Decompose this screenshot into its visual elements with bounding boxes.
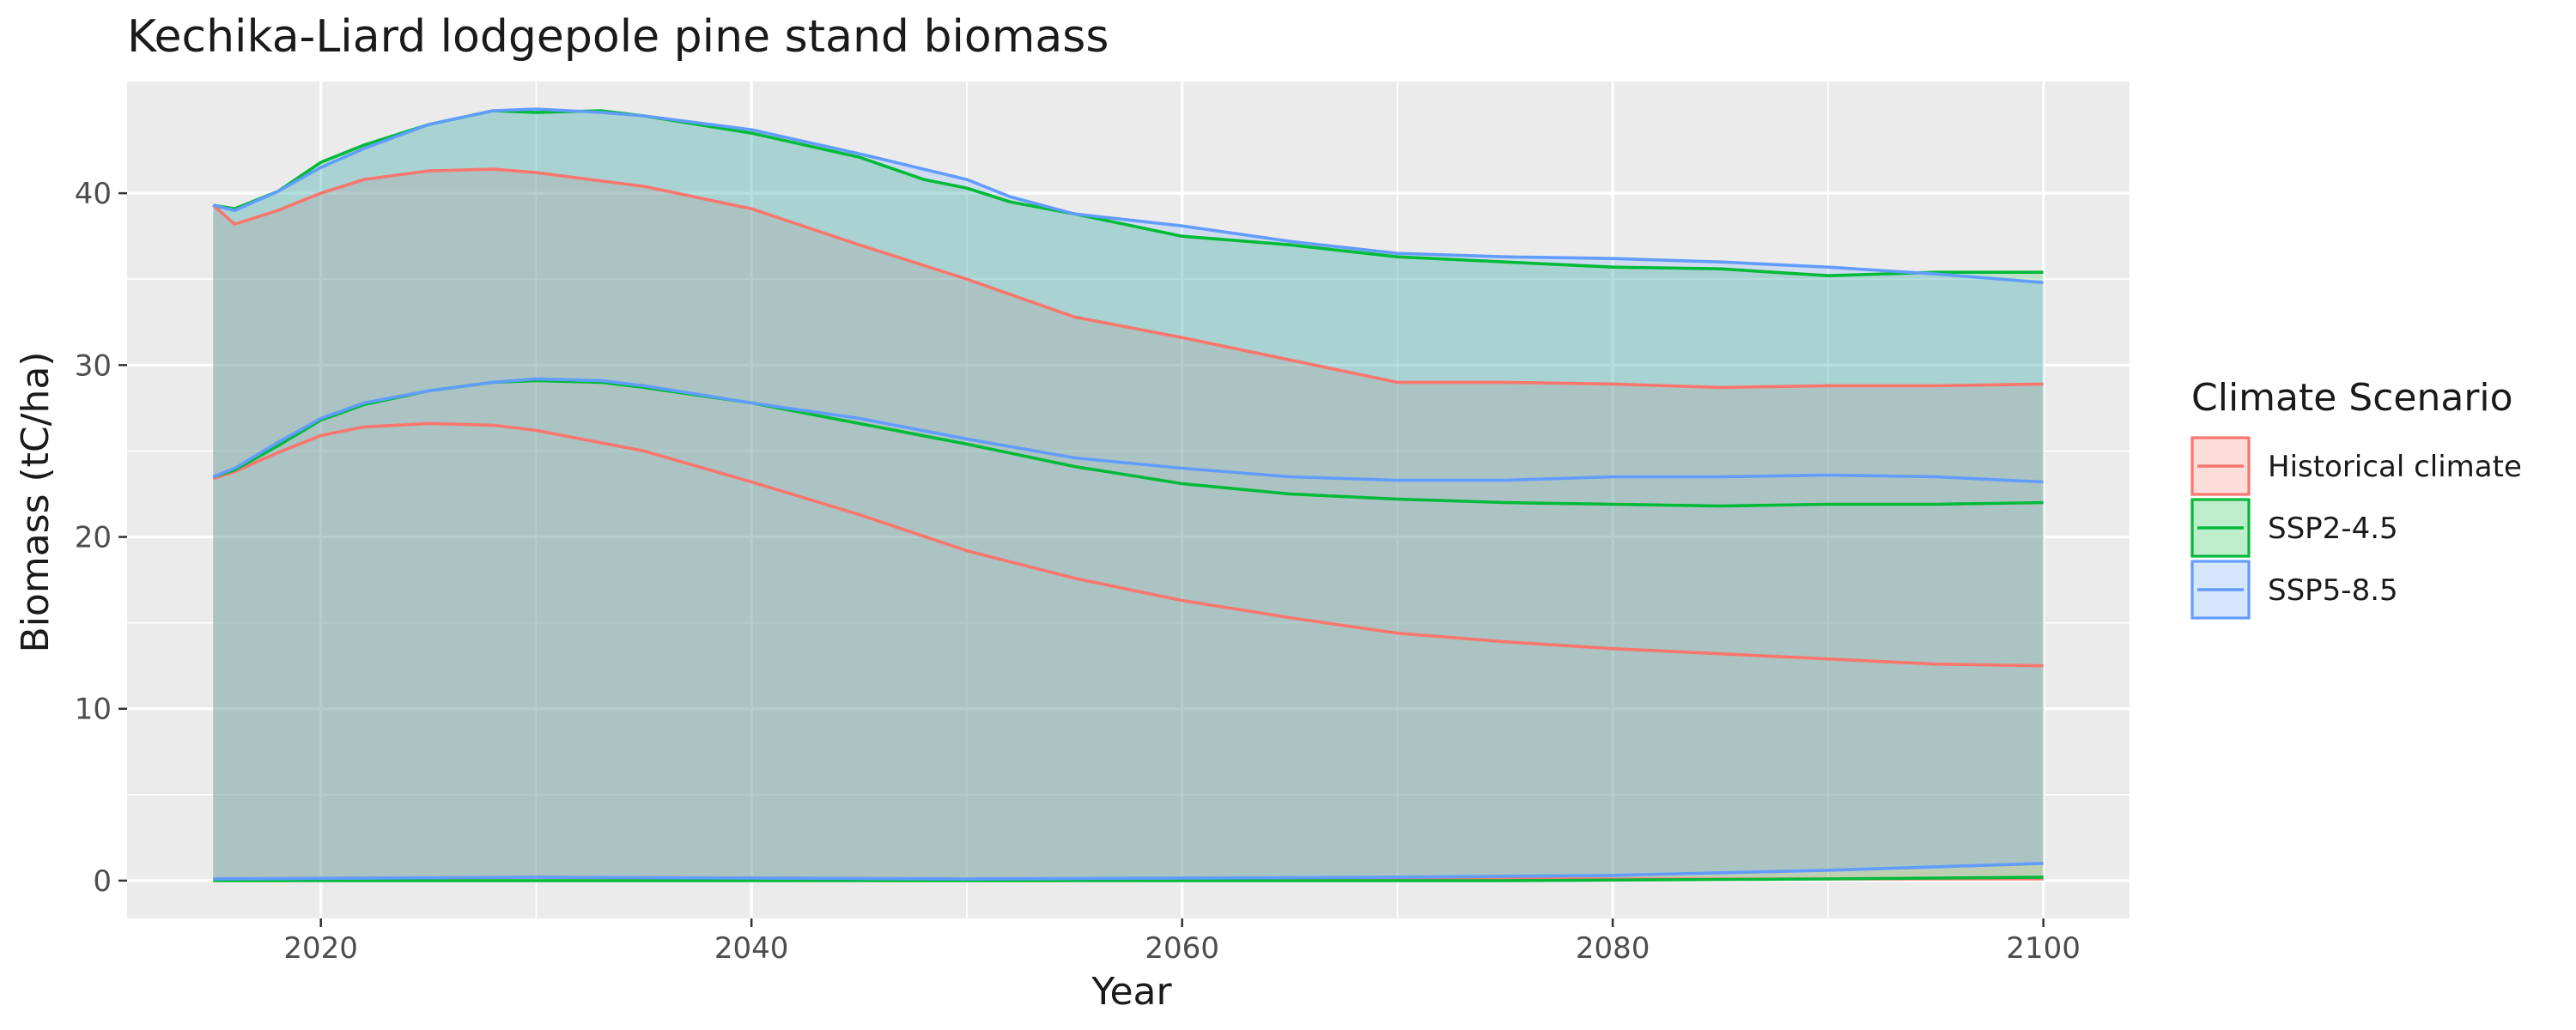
legend: Climate Scenario Historical climate SSP2-… <box>2190 376 2522 620</box>
x-tick-label: 2100 <box>2006 931 2081 966</box>
x-tick-label: 2040 <box>714 931 789 966</box>
x-tick-label: 2060 <box>1145 931 1219 966</box>
y-tick-label: 20 <box>75 521 112 555</box>
y-axis-title: Biomass (tC/ha) <box>14 352 58 653</box>
chart-title: Kechika-Liard lodgepole pine stand bioma… <box>127 11 1109 63</box>
historical-climate-mean-line <box>212 421 2044 668</box>
ribbon-layer <box>213 109 2044 881</box>
legend-title: Climate Scenario <box>2191 376 2513 420</box>
x-tick-label: 2020 <box>283 931 358 966</box>
ssp5-8-5-ribbon <box>213 109 2044 879</box>
y-tick-label: 40 <box>75 177 112 211</box>
ssp5-8-5-upper-line <box>212 107 2044 284</box>
y-tick-label: 10 <box>75 693 112 727</box>
historical-climate-upper-line <box>212 167 2044 390</box>
legend-item-ssp5-8-5: SSP5-8.5 <box>2190 560 2398 620</box>
line-layer <box>212 107 2044 882</box>
ssp5-8-5-lower-line <box>213 862 2044 881</box>
x-tick-label: 2080 <box>1576 931 1650 966</box>
legend-label-ssp5-8-5: SSP5-8.5 <box>2268 573 2398 608</box>
ssp5-8-5-mean-line <box>212 377 2044 484</box>
x-axis-title: Year <box>1091 970 1172 1014</box>
legend-label-historical-climate: Historical climate <box>2268 450 2522 484</box>
ssp2-4-5-lower-line <box>213 876 2044 882</box>
ssp2-4-5-ribbon <box>213 111 2044 881</box>
ssp2-4-5-mean-line <box>212 379 2044 508</box>
legend-items: Historical climate SSP2-4.5 SSP5-8.5 <box>2190 436 2522 620</box>
legend-item-historical-climate: Historical climate <box>2190 436 2522 496</box>
y-tick-label: 0 <box>93 864 112 899</box>
y-axis: 0 10 20 30 40 <box>75 177 127 899</box>
x-axis: 2020 2040 2060 2080 2100 <box>283 918 2081 966</box>
y-tick-label: 30 <box>75 348 112 383</box>
historical-climate-ribbon <box>213 169 2044 880</box>
legend-label-ssp2-4-5: SSP2-4.5 <box>2268 512 2398 546</box>
ssp2-4-5-upper-line <box>213 109 2044 278</box>
legend-item-ssp2-4-5: SSP2-4.5 <box>2190 498 2398 558</box>
